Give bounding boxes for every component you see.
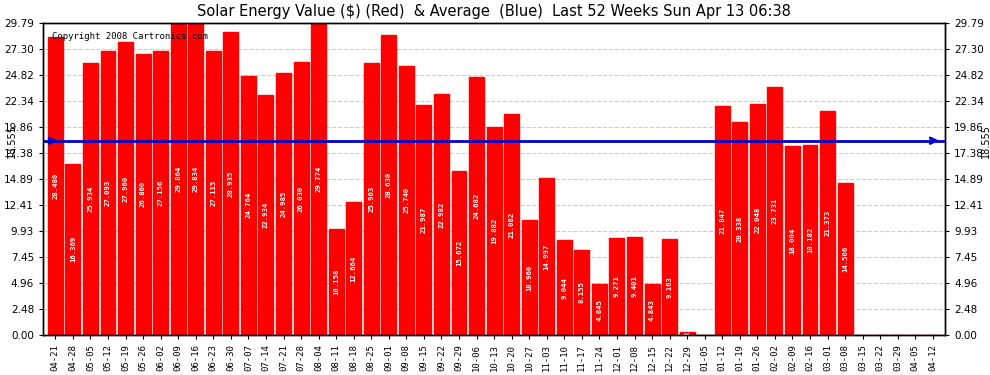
Text: 27.156: 27.156 [157, 180, 163, 206]
Text: 9.401: 9.401 [632, 275, 638, 297]
Text: Copyright 2008 Cartronics.com: Copyright 2008 Cartronics.com [52, 33, 208, 42]
Bar [346, 202, 361, 335]
Text: 20.338: 20.338 [737, 215, 742, 242]
Text: 24.985: 24.985 [280, 191, 286, 217]
Bar [118, 42, 133, 335]
Bar [627, 237, 642, 335]
Text: 28.480: 28.480 [52, 173, 58, 199]
Bar [469, 76, 484, 335]
Bar [224, 32, 239, 335]
Bar [662, 239, 677, 335]
Text: 27.093: 27.093 [105, 180, 111, 206]
Text: 10.158: 10.158 [334, 268, 340, 295]
Text: 18.182: 18.182 [807, 226, 813, 253]
Bar [258, 95, 273, 335]
Text: 25.963: 25.963 [368, 186, 374, 212]
Text: 18.004: 18.004 [789, 228, 795, 254]
Text: 21.082: 21.082 [509, 211, 515, 238]
Bar [206, 51, 221, 335]
Text: 18.555: 18.555 [981, 124, 990, 158]
Text: 10.960: 10.960 [527, 264, 533, 291]
Bar [733, 122, 747, 335]
Text: 25.740: 25.740 [403, 187, 409, 213]
Text: 24.764: 24.764 [246, 192, 251, 219]
Bar [381, 35, 396, 335]
Bar [434, 94, 448, 335]
Text: 4.845: 4.845 [596, 298, 602, 321]
Text: 29.834: 29.834 [193, 166, 199, 192]
Bar [644, 284, 659, 335]
Bar [48, 37, 62, 335]
Bar [311, 23, 326, 335]
Bar [363, 63, 379, 335]
Text: 21.847: 21.847 [720, 207, 726, 234]
Bar [820, 111, 835, 335]
Text: 9.163: 9.163 [666, 276, 672, 298]
Text: 18.555: 18.555 [7, 124, 17, 158]
Bar [785, 147, 800, 335]
Text: 9.044: 9.044 [561, 277, 567, 298]
Text: 26.860: 26.860 [141, 181, 147, 207]
Bar [65, 164, 80, 335]
Bar [83, 63, 98, 335]
Text: 14.997: 14.997 [544, 243, 549, 270]
Bar [417, 105, 432, 335]
Bar [522, 220, 537, 335]
Text: 15.672: 15.672 [456, 240, 462, 266]
Text: 9.271: 9.271 [614, 276, 620, 297]
Text: 27.960: 27.960 [123, 176, 129, 202]
Bar [715, 106, 730, 335]
Text: 26.030: 26.030 [298, 186, 304, 212]
Bar [241, 76, 255, 335]
Text: 22.934: 22.934 [263, 202, 269, 228]
Bar [556, 240, 572, 335]
Bar [294, 63, 309, 335]
Bar [610, 238, 625, 335]
Bar [592, 284, 607, 335]
Text: 28.935: 28.935 [228, 170, 234, 196]
Text: 0.317: 0.317 [684, 322, 690, 344]
Bar [153, 51, 168, 335]
Bar [329, 229, 344, 335]
Bar [101, 51, 116, 335]
Bar [504, 114, 519, 335]
Text: 29.774: 29.774 [316, 166, 322, 192]
Bar [188, 22, 203, 335]
Text: 8.155: 8.155 [579, 281, 585, 303]
Bar [574, 250, 589, 335]
Text: 19.882: 19.882 [491, 218, 497, 244]
Bar [803, 145, 818, 335]
Bar [767, 87, 782, 335]
Text: 25.934: 25.934 [87, 186, 93, 212]
Text: 21.987: 21.987 [421, 207, 427, 233]
Bar [540, 178, 554, 335]
Bar [136, 54, 150, 335]
Title: Solar Energy Value ($) (Red)  & Average  (Blue)  Last 52 Weeks Sun Apr 13 06:38: Solar Energy Value ($) (Red) & Average (… [197, 4, 791, 19]
Text: 24.682: 24.682 [473, 193, 479, 219]
Text: 12.664: 12.664 [350, 255, 356, 282]
Bar [276, 74, 291, 335]
Bar [170, 22, 186, 335]
Bar [680, 332, 695, 335]
Text: 21.373: 21.373 [825, 210, 831, 236]
Bar [399, 66, 414, 335]
Bar [749, 104, 765, 335]
Text: 4.843: 4.843 [649, 298, 655, 321]
Text: 14.506: 14.506 [842, 246, 848, 272]
Text: 22.982: 22.982 [439, 201, 445, 228]
Text: 23.731: 23.731 [772, 198, 778, 224]
Text: 22.048: 22.048 [754, 206, 760, 232]
Bar [487, 127, 502, 335]
Text: 28.630: 28.630 [386, 172, 392, 198]
Text: 27.115: 27.115 [210, 180, 216, 206]
Text: 29.864: 29.864 [175, 165, 181, 192]
Bar [451, 171, 466, 335]
Bar [838, 183, 852, 335]
Text: 16.369: 16.369 [70, 236, 76, 262]
